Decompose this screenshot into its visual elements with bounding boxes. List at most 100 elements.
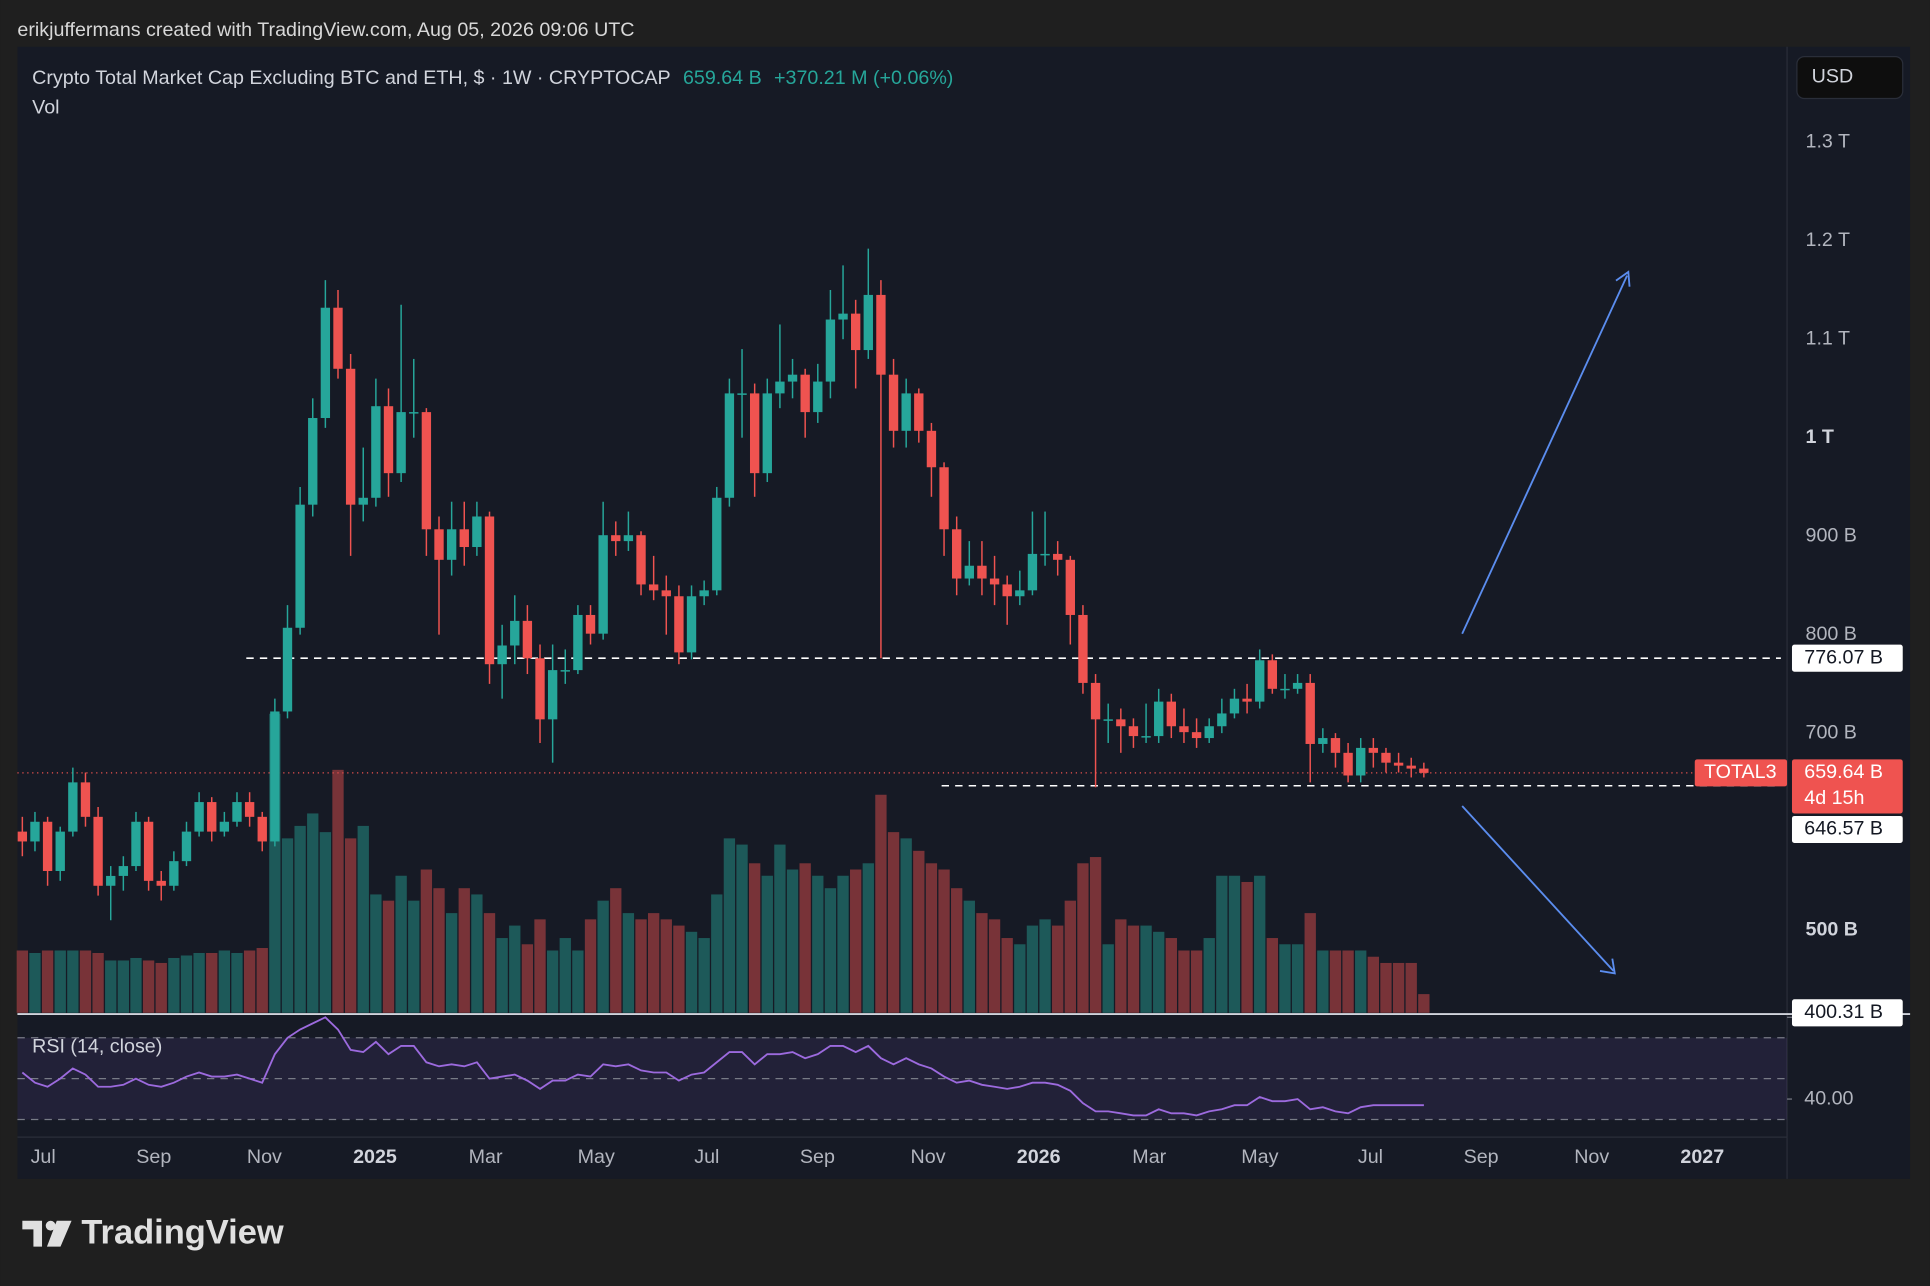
candle-body bbox=[181, 831, 192, 862]
candle-body bbox=[952, 529, 962, 579]
symbol: TOTAL3 bbox=[1704, 761, 1777, 783]
rsi-tick-label: 40.00 bbox=[1804, 1087, 1853, 1109]
x-tick-label: Jul bbox=[694, 1146, 719, 1168]
legend-change: +370.21 M (+0.06%) bbox=[774, 67, 953, 89]
volume-bar bbox=[332, 769, 344, 1013]
volume-bar bbox=[206, 952, 218, 1013]
candle-body bbox=[1154, 701, 1164, 737]
candle-body bbox=[1053, 553, 1063, 560]
currency[interactable]: USD bbox=[1812, 66, 1854, 88]
volume-bar bbox=[344, 838, 357, 1013]
arrow-up bbox=[1461, 275, 1628, 635]
candle-body bbox=[926, 430, 937, 468]
candle-body bbox=[169, 861, 179, 886]
candle-body bbox=[497, 645, 507, 665]
candle-body bbox=[1191, 732, 1202, 739]
volume-bar bbox=[193, 952, 205, 1013]
candle-body bbox=[1204, 726, 1214, 739]
candle-body bbox=[421, 412, 432, 530]
volume-bar bbox=[29, 952, 41, 1013]
volume-bar bbox=[1216, 875, 1228, 1013]
rsi-legend: RSI (14, close) bbox=[32, 1035, 162, 1057]
volume-bar bbox=[256, 948, 268, 1013]
volume-bar bbox=[988, 919, 1001, 1013]
arrow-down bbox=[1461, 805, 1615, 972]
candle-body bbox=[1040, 553, 1050, 556]
candle-body bbox=[1116, 719, 1126, 727]
candle-body bbox=[320, 307, 331, 419]
volume-bar bbox=[1190, 950, 1203, 1013]
volume-bar bbox=[370, 894, 382, 1013]
volume-bar bbox=[319, 832, 332, 1013]
x-tick-label: 2027 bbox=[1680, 1146, 1724, 1168]
volume-bar bbox=[887, 832, 900, 1013]
candle-body bbox=[118, 866, 129, 876]
candle-body bbox=[1103, 719, 1113, 721]
volume-bar bbox=[1089, 857, 1102, 1013]
candle-body bbox=[850, 313, 861, 351]
volume-bar bbox=[117, 960, 130, 1013]
candle-body bbox=[560, 670, 570, 672]
candle-body bbox=[1255, 660, 1265, 702]
volume-bar bbox=[673, 925, 685, 1013]
volume-bar bbox=[824, 888, 837, 1013]
x-tick-label: May bbox=[1241, 1146, 1278, 1168]
y-tick-label: 1.2 T bbox=[1806, 229, 1850, 251]
volume-bar bbox=[1380, 962, 1392, 1013]
volume-bar bbox=[1077, 863, 1089, 1013]
candle-body bbox=[813, 381, 823, 413]
currency-box[interactable] bbox=[1796, 55, 1904, 100]
y-tick-label: 800 B bbox=[1806, 623, 1857, 645]
volume-bar bbox=[41, 950, 54, 1013]
volume-bar bbox=[420, 869, 433, 1013]
volume-bar bbox=[509, 925, 521, 1013]
volume-bar bbox=[1304, 913, 1316, 1013]
volume-bar bbox=[723, 838, 736, 1013]
candle-body bbox=[1305, 682, 1315, 744]
candle-body bbox=[737, 393, 747, 395]
volume-bar bbox=[799, 863, 811, 1013]
logo-shape bbox=[46, 1220, 72, 1247]
volume-bar bbox=[875, 794, 887, 1013]
volume-bar bbox=[749, 863, 761, 1013]
volume-bar bbox=[850, 869, 862, 1013]
candle-body bbox=[308, 418, 318, 505]
volume-bar bbox=[534, 919, 546, 1013]
candle-body bbox=[648, 584, 659, 591]
candle-body bbox=[232, 802, 242, 822]
candle-body bbox=[143, 821, 154, 881]
x-tick-label: Sep bbox=[800, 1146, 835, 1168]
candle-body bbox=[977, 565, 987, 579]
volume-bar bbox=[786, 869, 799, 1013]
y-tick-label: 900 B bbox=[1806, 524, 1857, 546]
volume-bar bbox=[1266, 938, 1278, 1013]
legend-last: 659.64 B bbox=[683, 67, 762, 89]
candle-body bbox=[68, 782, 78, 832]
candle-body bbox=[55, 831, 65, 871]
chart-area bbox=[17, 46, 1911, 1179]
candle-body bbox=[156, 880, 166, 886]
candle-body bbox=[446, 529, 457, 560]
volume-bar bbox=[1342, 950, 1354, 1013]
candle-body bbox=[888, 374, 899, 431]
candle-body bbox=[42, 821, 53, 871]
volume-bar bbox=[1279, 944, 1291, 1013]
candle-body bbox=[1393, 762, 1404, 766]
volume-bar bbox=[1405, 962, 1417, 1013]
volume-bar bbox=[1165, 938, 1177, 1013]
volume-bar bbox=[572, 950, 584, 1013]
candle-body bbox=[484, 516, 495, 665]
volume-bar bbox=[1367, 956, 1380, 1013]
candle-body bbox=[825, 319, 836, 382]
volume-bar bbox=[1102, 944, 1114, 1013]
y-tick-label: 700 B bbox=[1806, 721, 1857, 743]
candle-body bbox=[1166, 701, 1177, 727]
volume-bar bbox=[610, 888, 622, 1013]
candle-body bbox=[270, 711, 280, 842]
x-tick-label: Sep bbox=[1464, 1146, 1499, 1168]
candle-body bbox=[1356, 747, 1366, 776]
volume-bar bbox=[142, 960, 155, 1013]
candle-body bbox=[1229, 698, 1240, 714]
volume-bar bbox=[546, 950, 559, 1013]
volume-bar bbox=[584, 919, 597, 1013]
